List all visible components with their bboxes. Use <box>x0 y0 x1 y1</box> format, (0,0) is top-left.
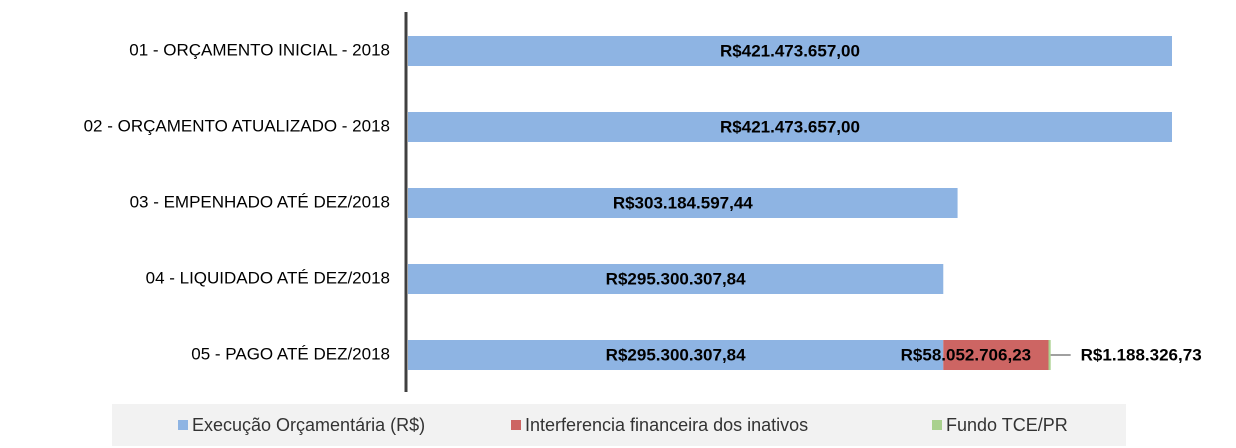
y-tick-label: 02 - ORÇAMENTO ATUALIZADO - 2018 <box>84 116 390 135</box>
data-label: R$295.300.307,84 <box>606 345 746 364</box>
y-tick-label: 05 - PAGO ATÉ DEZ/2018 <box>191 344 390 363</box>
bar-segment <box>408 188 958 218</box>
bar-segment <box>943 340 1049 370</box>
bar-segment <box>408 36 1172 66</box>
data-label: R$421.473.657,00 <box>720 117 860 136</box>
legend-label: Fundo TCE/PR <box>946 415 1068 435</box>
legend-label: Execução Orçamentária (R$) <box>192 415 425 435</box>
bar-segment <box>408 112 1172 142</box>
y-tick-label: 01 - ORÇAMENTO INICIAL - 2018 <box>129 40 390 59</box>
data-label: R$303.184.597,44 <box>613 193 753 212</box>
y-tick-label: 04 - LIQUIDADO ATÉ DEZ/2018 <box>146 268 390 287</box>
data-label: R$295.300.307,84 <box>606 269 746 288</box>
bar-segment <box>1048 340 1051 370</box>
legend-swatch <box>178 420 188 430</box>
data-label: R$1.188.326,73 <box>1081 345 1202 364</box>
bar-segment <box>408 264 944 294</box>
data-label: R$421.473.657,00 <box>720 41 860 60</box>
bar-segment <box>408 340 944 370</box>
data-label: R$58.052.706,23 <box>901 345 1031 364</box>
y-tick-label: 03 - EMPENHADO ATÉ DEZ/2018 <box>130 192 390 211</box>
legend-swatch <box>932 420 942 430</box>
legend-swatch <box>511 420 521 430</box>
legend-label: Interferencia financeira dos inativos <box>525 415 808 435</box>
legend-box <box>112 404 1126 446</box>
